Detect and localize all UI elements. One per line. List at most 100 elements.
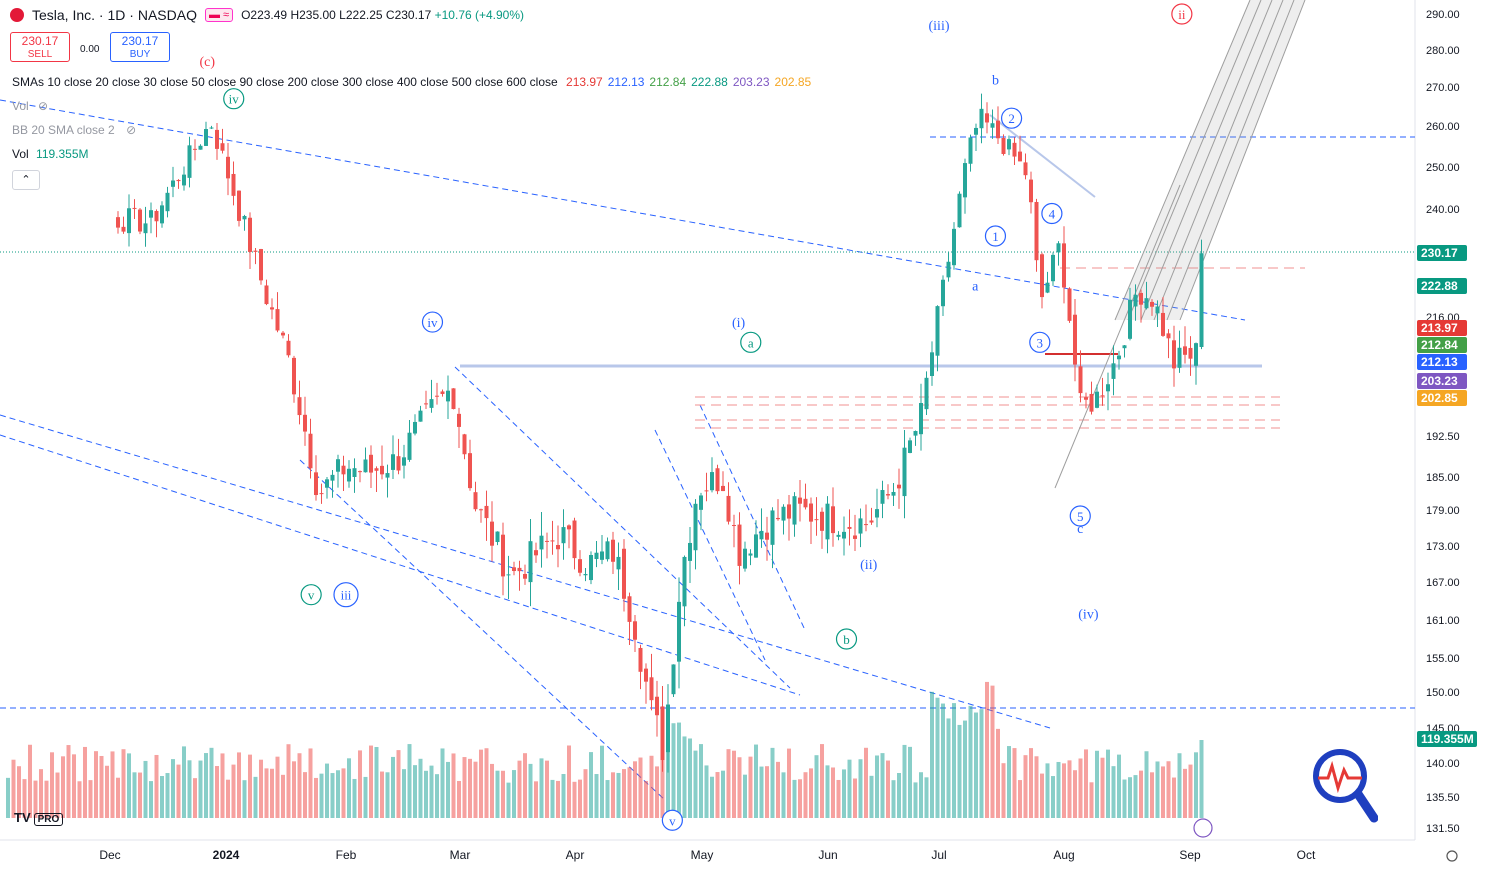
volume-bar	[759, 766, 764, 818]
bb-legend[interactable]: BB 20 SMA close 2 ⊘	[12, 123, 137, 137]
candle-body	[968, 137, 973, 164]
candle-body	[380, 465, 384, 475]
volume-bar	[567, 745, 571, 818]
candle-body	[1040, 254, 1044, 298]
candle-body	[913, 431, 918, 436]
sma-legend[interactable]: SMAs 10 close 20 close 30 close 50 close…	[12, 75, 811, 89]
candle-body	[413, 421, 417, 434]
volume-bar	[600, 745, 604, 818]
x-tick-label: Mar	[450, 848, 471, 862]
candle-body	[743, 548, 747, 569]
candle-body	[1029, 179, 1033, 203]
eye-hidden-icon[interactable]: ⊘	[38, 99, 49, 113]
y-tick-label: 185.00	[1426, 472, 1460, 484]
x-tick-label: Sep	[1179, 848, 1201, 862]
wave-label: iii	[341, 588, 352, 603]
candle-body	[1012, 142, 1017, 157]
candle-body	[550, 540, 555, 542]
buy-button[interactable]: 230.17 BUY	[110, 32, 170, 62]
wave-label: (iv)	[1078, 608, 1099, 623]
volume-bar	[897, 772, 901, 818]
volume-bar	[138, 772, 142, 818]
y-tick-label: 161.00	[1426, 615, 1460, 627]
vol-legend[interactable]: Vol 119.355M	[12, 147, 89, 161]
volume-bar	[143, 760, 148, 818]
wave-circle	[1069, 505, 1091, 527]
candle-body	[402, 457, 406, 466]
candle-body	[490, 521, 494, 546]
candle-body	[171, 180, 175, 187]
candle-body	[259, 249, 263, 281]
candle-body	[853, 535, 857, 539]
channel-line	[1166, 0, 1295, 321]
candle-body	[220, 143, 225, 151]
candle-body	[1018, 151, 1022, 162]
volume-bar	[253, 776, 258, 818]
wave-circle	[333, 582, 359, 608]
candle-body	[1166, 333, 1171, 339]
y-tick-label: 240.00	[1426, 204, 1460, 216]
volume-bar	[468, 758, 472, 818]
candle-body	[957, 193, 962, 228]
price-badge	[1417, 390, 1467, 406]
sma-label: SMAs 10 close 20 close 30 close 50 close…	[12, 75, 558, 89]
volume-bar	[171, 759, 175, 818]
wave-label: (i)	[732, 316, 746, 331]
volume-bar	[682, 736, 687, 818]
candle-body	[523, 573, 527, 579]
magnifier-watermark-icon	[1313, 749, 1378, 823]
vol-hidden-legend[interactable]: Vol ⊘	[12, 99, 49, 113]
wave-label: a	[972, 280, 979, 295]
y-tick-label: 135.50	[1426, 792, 1460, 804]
candle-body	[418, 410, 423, 422]
volume-bar	[6, 777, 10, 818]
candle-body	[924, 377, 929, 410]
volume-bar	[902, 744, 907, 818]
x-tick-label: Apr	[566, 848, 585, 862]
price-badge-label: 212.84	[1421, 338, 1458, 352]
candle-body	[176, 179, 181, 182]
volume-bar	[1122, 779, 1127, 818]
candle-body	[858, 518, 863, 534]
candle-body	[616, 556, 621, 570]
candle-body	[468, 453, 472, 489]
volume-bar	[248, 754, 252, 818]
volume-bar	[737, 757, 742, 818]
volume-bar	[924, 777, 929, 818]
volume-bar	[105, 765, 109, 818]
volume-bar	[396, 750, 401, 818]
candle-body	[875, 509, 879, 518]
trendline-drop-2	[454, 366, 791, 689]
sma-value: 203.23	[732, 75, 770, 89]
candle-body	[281, 332, 285, 336]
collapse-legend-button[interactable]: ⌃	[12, 170, 40, 190]
sell-button[interactable]: 230.17 SELL	[10, 32, 70, 62]
volume-bar	[935, 697, 940, 818]
volume-bar	[721, 770, 725, 818]
wave-label: 2	[1008, 111, 1015, 126]
volume-bar	[1100, 757, 1105, 818]
volume-bar	[237, 752, 241, 818]
volume-bar	[622, 769, 626, 818]
volume-bar	[352, 778, 357, 818]
volume-bar	[1007, 746, 1011, 818]
eye-hidden-icon[interactable]: ⊘	[126, 123, 137, 137]
candle-body	[1122, 345, 1127, 349]
candle-body	[204, 129, 208, 146]
candle-body	[479, 509, 483, 511]
wave-label: (iii)	[929, 19, 950, 34]
candle-body	[781, 506, 786, 521]
volume-bar	[325, 763, 329, 818]
volume-bar	[583, 769, 588, 818]
spread-value: 0.00	[80, 44, 100, 55]
candle-body	[429, 399, 434, 408]
volume-bar	[149, 781, 153, 818]
candle-body	[1161, 312, 1165, 336]
x-tick-label: May	[691, 848, 714, 862]
volume-bar	[1199, 740, 1204, 818]
symbol-name[interactable]: Tesla, Inc. · 1D · NASDAQ	[32, 7, 197, 23]
compare-icon[interactable]: ▬ ≈	[204, 8, 234, 22]
sma-value: 212.84	[649, 75, 687, 89]
candle-body	[127, 208, 131, 234]
